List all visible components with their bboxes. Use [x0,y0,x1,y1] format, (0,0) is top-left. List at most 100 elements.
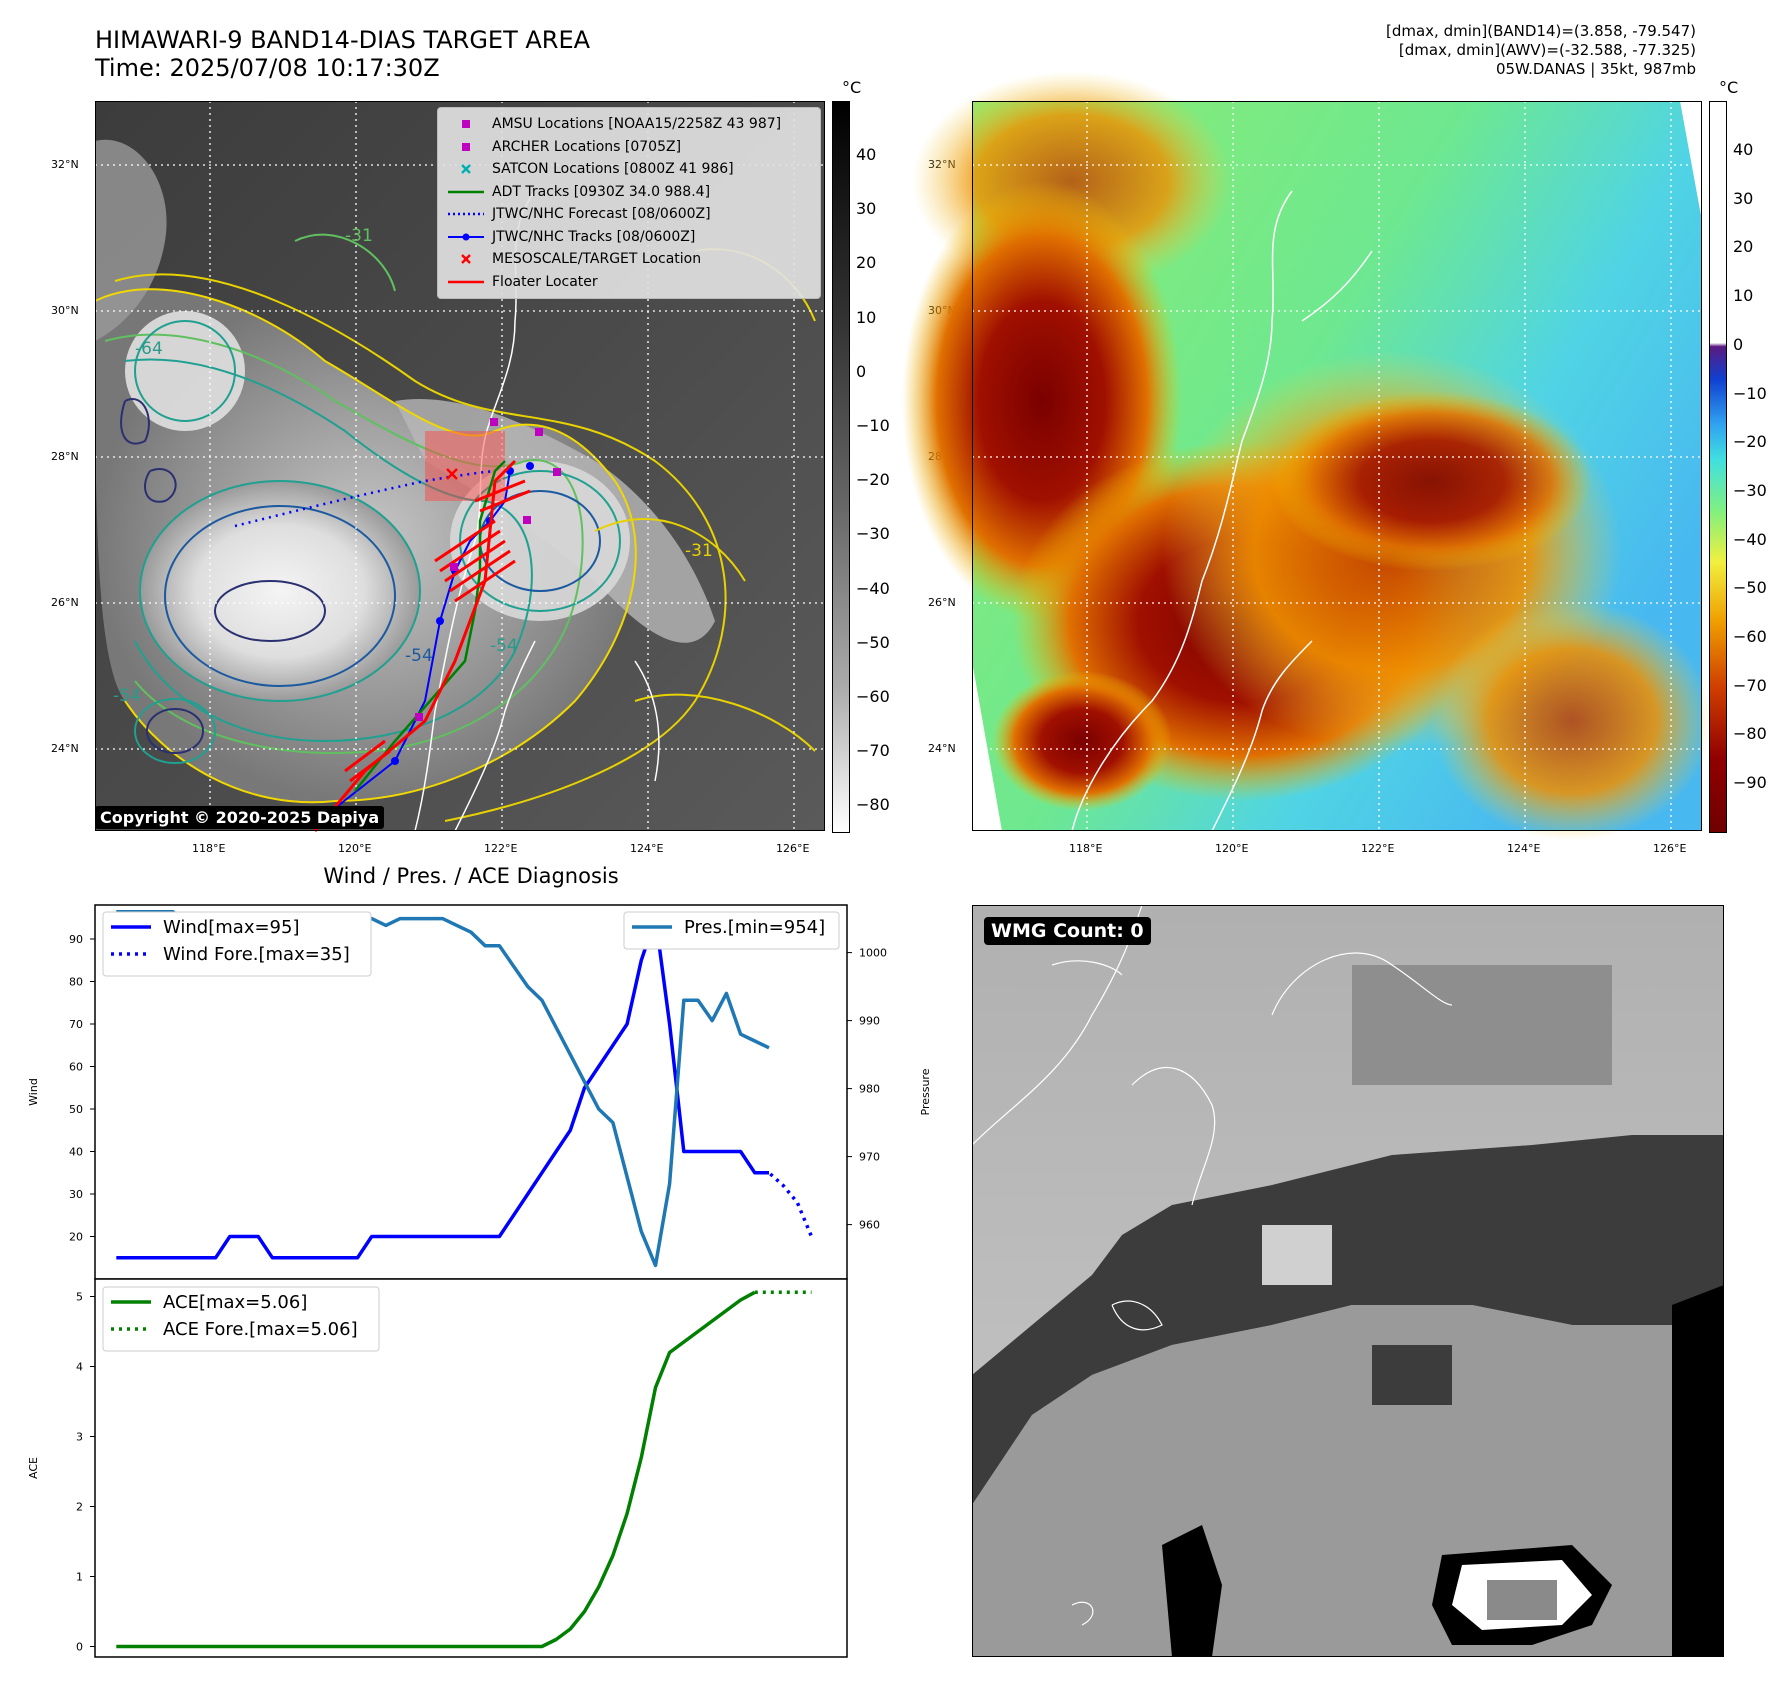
right-map-frame [972,101,1702,831]
wmg-gray-patch [1352,965,1612,1085]
legend-label: Floater Locater [492,273,598,290]
right-map-panel [902,71,1712,841]
y2-tick-label: 1000 [859,947,887,960]
y2-tick-label: 990 [859,1015,880,1028]
lon-tick-label: 120°E [338,842,372,855]
colorbar-tick-label: 0 [1733,334,1744,354]
legend-label: JTWC/NHC Tracks [08/0600Z] [492,228,696,245]
y-tick-label: 40 [69,1146,83,1159]
y-tick-label: 20 [69,1231,83,1244]
info-line-1: [dmax, dmin](BAND14)=(3.858, -79.547) [1385,22,1696,40]
chart-legend [623,911,840,950]
y-tick-label: 2 [76,1501,83,1514]
lon-tick-label: 126°E [1653,842,1687,855]
lat-tick-label: 24°N [51,742,79,755]
legend-entry: Floater Locater [446,272,816,292]
y2-tick-label: 960 [859,1219,880,1232]
colorbar-tick-label: −60 [856,687,890,706]
legend-entry: ARCHER Locations [0705Z] [446,137,816,157]
contour-label: -54 [490,636,518,656]
coastlines [414,190,660,832]
colorbar-tick-label: 30 [1733,188,1754,208]
colorbar-tick-label: −30 [1733,480,1767,500]
colorbar-tick-label: −70 [856,741,890,761]
contour-lines [94,233,816,822]
y-axis-label: Wind [27,1078,40,1106]
colorbar-tick-label: −70 [1733,675,1767,695]
legend-entry: JTWC/NHC Tracks [08/0600Z] [446,227,816,247]
target-area-box [425,431,505,501]
cold-cloud-east [450,461,630,621]
colorbar-tick-label: 30 [856,199,877,219]
legend-label: MESOSCALE/TARGET Location [492,251,702,267]
lon-tick-label: 124°E [630,842,664,855]
y2-axis-label: Pressure [919,1068,932,1115]
left-map-frame [95,101,825,831]
title-line-1: HIMAWARI-9 BAND14-DIAS TARGET AREA [95,26,591,54]
colorbar-tick-label: −30 [856,524,890,544]
legend-swatch [461,164,471,174]
y-tick-label: 3 [76,1431,83,1444]
info-line-2: [dmax, dmin](AWV)=(-32.588, -77.325) [1398,41,1696,59]
adt-track [354,460,506,792]
cloud-shield-north [95,139,167,341]
lon-tick-label: 126°E [776,842,810,855]
y-tick-label: 60 [69,1061,83,1074]
chart-legend-label: Pres.[min=954] [684,917,825,938]
lat-tick-label: 32°N [51,158,79,171]
legend-entry: SATCON Locations [0800Z 41 986] [446,159,816,179]
no-data-ne [1680,101,1702,221]
y-tick-label: 4 [76,1361,83,1374]
colorbar-tick-label: 0 [856,361,867,381]
legend-label: ARCHER Locations [0705Z] [492,138,682,155]
colorbar-tick-label: −50 [1733,578,1767,598]
chart-legend [102,911,372,977]
contour-label: -31 [345,226,373,246]
legend-swatch [461,254,471,264]
y-tick-label: 80 [69,976,83,989]
left-map-panel: -64 -54 -31 -54 -31 -54 AMSU Locations [… [94,101,825,832]
lon-tick-label: 122°E [484,842,518,855]
cold-cloud-east [1272,391,1592,571]
title-line-2: Time: 2025/07/08 10:17:30Z [95,54,440,82]
wmg-dark-patch [1372,1345,1452,1405]
lon-tick-label: 120°E [1215,842,1249,855]
wmg-black-east [1672,1285,1724,1657]
contour-label: -31 [685,541,713,561]
legend-swatch [448,280,484,283]
copyright-label: Copyright © 2020-2025 Dapiya [95,806,385,829]
legend-swatch [448,212,484,216]
colorbar-tick-label: −10 [856,416,890,435]
lon-tick-label: 124°E [1507,842,1541,855]
legend-label: AMSU Locations [NOAA15/2258Z 43 987] [492,116,782,132]
left-colorbar [832,101,850,833]
legend-swatch [462,142,470,151]
colorbar-tick-label: −90 [1733,773,1767,793]
chart-legend [102,1286,380,1352]
wmg-light-patch [1262,1225,1332,1285]
legend-label: ADT Tracks [0930Z 34.0 988.4] [492,183,711,200]
wmg-dark-band [972,1135,1724,1505]
y-tick-label: 50 [69,1103,83,1116]
amsu-archer-markers [415,418,561,721]
wmg-frame [972,905,1724,1657]
contour-label: -54 [113,686,141,706]
colorbar-tick-label: −50 [856,632,890,652]
y-axis-label: ACE [27,1457,40,1479]
cold-cloud-northwest [125,311,245,431]
contour-label: -54 [405,646,433,666]
wmg-count-label: WMG Count: 0 [984,917,1151,945]
contour-label: -64 [135,339,163,359]
lat-tick-label: 30°N [51,304,79,317]
chart-legend-label: Wind[max=95] [163,917,300,938]
colorbar-tick-label: 10 [856,307,877,327]
colorbar-tick-label: 20 [1733,237,1754,257]
y2-tick-label: 970 [859,1151,880,1164]
chart-legend-label: Wind Fore.[max=35] [163,944,350,965]
wmg-black-south [1162,1525,1222,1657]
target-location-marker [446,468,458,480]
map-legend: AMSU Locations [NOAA15/2258Z 43 987] ARCH… [437,107,821,299]
y-tick-label: 70 [69,1018,83,1031]
colorbar-tick-label: 20 [856,253,877,273]
